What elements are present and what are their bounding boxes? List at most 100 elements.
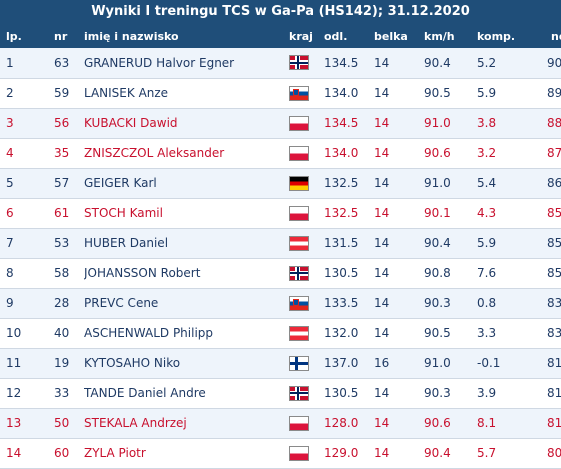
cell-kraj <box>289 78 324 108</box>
results-title: Wyniki I treningu TCS w Ga-Pa (HS142); 3… <box>0 0 561 24</box>
cell-odl: 134.0 <box>324 146 359 160</box>
table-row: 11 19 KYTOSAHO Niko 137.0 16 91.0 -0.1 81.6 <box>0 348 561 378</box>
cell-komp: 3.8 <box>477 116 497 130</box>
poland-flag <box>289 205 309 221</box>
header-kraj: kraj <box>289 29 313 43</box>
cell-nr: 59 <box>54 86 70 100</box>
norway-flag <box>289 265 309 281</box>
cell-nr: 50 <box>54 416 70 430</box>
table-row: 7 53 HUBER Daniel 131.5 14 90.4 5.9 85.3 <box>0 228 561 258</box>
cell-odl: 129.0 <box>324 446 359 460</box>
cell-name: GEIGER Karl <box>84 176 157 190</box>
cell-kmh: 90.6 <box>424 416 451 430</box>
cell-kraj <box>289 258 324 288</box>
cell-kraj <box>289 168 324 198</box>
cell-kraj <box>289 138 324 168</box>
cell-odl: 131.5 <box>324 236 359 250</box>
cell-nr: 19 <box>54 356 70 370</box>
cell-nota: 83.8 <box>547 296 561 310</box>
cell-belka: 14 <box>374 416 390 430</box>
cell-nr: 33 <box>54 386 70 400</box>
cell-lp: 8 <box>6 266 14 280</box>
cell-lp: 5 <box>6 176 14 190</box>
cell-nota: 83.6 <box>547 326 561 340</box>
cell-belka: 14 <box>374 146 390 160</box>
cell-lp: 9 <box>6 296 14 310</box>
table-row: 14 60 ZYLA Piotr 129.0 14 90.4 5.7 80.6 <box>0 438 561 468</box>
table-row: 10 40 ASCHENWALD Philipp 132.0 14 90.5 3.3 83.6 <box>0 318 561 348</box>
cell-kraj <box>289 108 324 138</box>
header-name: imię i nazwisko <box>84 29 179 43</box>
cell-nota: 85.5 <box>547 206 561 220</box>
table-row: 1 63 GRANERUD Halvor Egner 134.5 14 90.4 5.2 90… <box>0 48 561 78</box>
cell-kmh: 90.8 <box>424 266 451 280</box>
cell-komp: 5.9 <box>477 236 497 250</box>
poland-flag <box>289 115 309 131</box>
cell-name: GRANERUD Halvor Egner <box>84 55 235 70</box>
cell-odl: 137.0 <box>324 356 359 370</box>
cell-kraj <box>289 288 324 318</box>
cell-odl: 132.5 <box>324 176 359 190</box>
cell-komp: 5.4 <box>477 176 497 190</box>
cell-lp: 6 <box>6 206 14 220</box>
cell-odl: 132.0 <box>324 326 359 340</box>
cell-name: PREVC Cene <box>84 296 159 310</box>
table-row: 9 28 PREVC Cene 133.5 14 90.3 0.8 83.8 <box>0 288 561 318</box>
cell-nota: 86.6 <box>547 176 561 190</box>
table-row: 3 56 KUBACKI Dawid 134.5 14 91.0 3.8 88.6 <box>0 108 561 138</box>
cell-nota: 81.2 <box>547 416 561 430</box>
austria-flag <box>289 325 309 341</box>
cell-komp: 5.2 <box>477 55 497 70</box>
cell-lp: 7 <box>6 236 14 250</box>
cell-komp: 3.3 <box>477 326 497 340</box>
cell-nr: 63 <box>54 55 70 70</box>
cell-kraj <box>289 318 324 348</box>
header-komp: komp. <box>477 29 516 43</box>
cell-name: LANISEK Anze <box>84 86 169 100</box>
cell-komp: 7.6 <box>477 266 497 280</box>
table-header-row: lp. nr imię i nazwisko kraj odl. belka k… <box>0 24 561 48</box>
cell-nota: 87.1 <box>547 146 561 160</box>
cell-name: TANDE Daniel Andre <box>84 386 206 400</box>
cell-nota: 85.3 <box>547 236 561 250</box>
cell-name: ZYLA Piotr <box>84 446 146 460</box>
cell-nr: 57 <box>54 176 70 190</box>
cell-name: KUBACKI Dawid <box>84 116 178 130</box>
cell-kmh: 90.4 <box>424 236 451 250</box>
cell-belka: 14 <box>374 176 390 190</box>
cell-nr: 60 <box>54 446 70 460</box>
cell-name: ZNISZCZOL Aleksander <box>84 146 225 160</box>
cell-belka: 14 <box>374 206 390 220</box>
cell-komp: 3.2 <box>477 146 497 160</box>
header-lp: lp. <box>6 29 22 43</box>
slovenia-flag <box>289 295 309 311</box>
cell-lp: 1 <box>6 55 14 70</box>
header-nota: nota <box>551 29 561 43</box>
cell-nr: 35 <box>54 146 70 160</box>
slovenia-flag <box>289 85 309 101</box>
austria-flag <box>289 235 309 251</box>
cell-komp: 0.8 <box>477 296 497 310</box>
cell-lp: 14 <box>6 446 22 460</box>
cell-lp: 13 <box>6 416 22 430</box>
norway-flag <box>289 55 309 71</box>
table-body: 1 63 GRANERUD Halvor Egner 134.5 14 90.4 5.2 90… <box>0 48 561 468</box>
cell-nr: 28 <box>54 296 70 310</box>
cell-kmh: 91.0 <box>424 356 451 370</box>
cell-belka: 16 <box>374 356 390 370</box>
cell-kmh: 90.4 <box>424 55 451 70</box>
poland-flag <box>289 415 309 431</box>
cell-lp: 4 <box>6 146 14 160</box>
cell-kmh: 90.5 <box>424 326 451 340</box>
germany-flag <box>289 175 309 191</box>
table-row: 2 59 LANISEK Anze 134.0 14 90.5 5.9 89.8 <box>0 78 561 108</box>
poland-flag <box>289 445 309 461</box>
cell-kmh: 90.3 <box>424 296 451 310</box>
cell-nr: 61 <box>54 206 70 220</box>
table-row: 12 33 TANDE Daniel Andre 130.5 14 90.3 3.9 81.5 <box>0 378 561 408</box>
cell-belka: 14 <box>374 266 390 280</box>
cell-kraj <box>289 48 324 78</box>
cell-name: ASCHENWALD Philipp <box>84 326 214 340</box>
cell-kmh: 91.0 <box>424 176 451 190</box>
cell-kraj <box>289 228 324 258</box>
